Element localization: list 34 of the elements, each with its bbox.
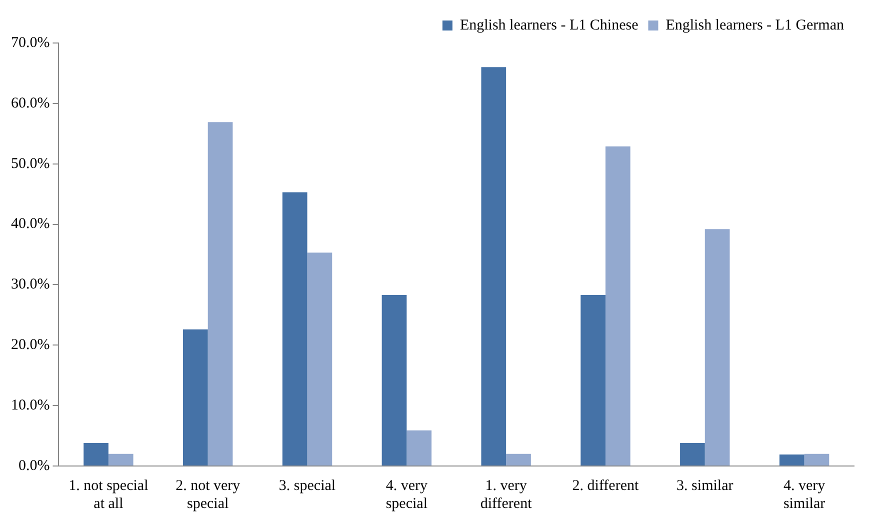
bar [208, 122, 233, 466]
x-tick-label: 4. very special [386, 478, 428, 512]
x-tick-label: 1. not special at all [68, 478, 148, 512]
bar [84, 443, 108, 466]
x-tick-label: 2. not very special [176, 478, 241, 512]
bar [680, 443, 705, 466]
y-tick-label: 70.0% [10, 34, 50, 51]
x-tick-label: 3. similar [676, 478, 734, 494]
y-tick-label: 10.0% [10, 398, 50, 414]
bar [804, 454, 830, 466]
bar [704, 229, 730, 466]
bar [307, 252, 332, 466]
x-tick-label: 4. very similar [783, 478, 826, 512]
bar [108, 454, 134, 466]
bar [506, 454, 531, 466]
bar [183, 329, 208, 466]
y-tick-label: 20.0% [10, 337, 50, 354]
bar [406, 430, 432, 466]
y-tick-label: 0.0% [18, 458, 50, 474]
bar [282, 192, 308, 466]
y-tick-label: 60.0% [10, 95, 50, 112]
x-tick-label: 2. different [572, 478, 640, 494]
legend-label: English learners - L1 German [666, 17, 844, 34]
legend-label: English learners - L1 Chinese [460, 17, 639, 34]
bar [481, 67, 506, 466]
y-tick-label: 30.0% [10, 276, 50, 293]
bar [779, 454, 804, 466]
bar [382, 294, 407, 466]
bar [580, 294, 606, 466]
x-tick-label: 1. very different [480, 478, 533, 512]
bar [605, 146, 630, 466]
y-tick-label: 50.0% [10, 156, 50, 172]
x-tick-label: 3. special [278, 478, 336, 494]
y-tick-label: 40.0% [10, 216, 50, 232]
